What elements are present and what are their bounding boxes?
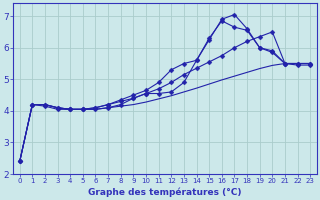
- X-axis label: Graphe des températures (°C): Graphe des températures (°C): [88, 187, 242, 197]
